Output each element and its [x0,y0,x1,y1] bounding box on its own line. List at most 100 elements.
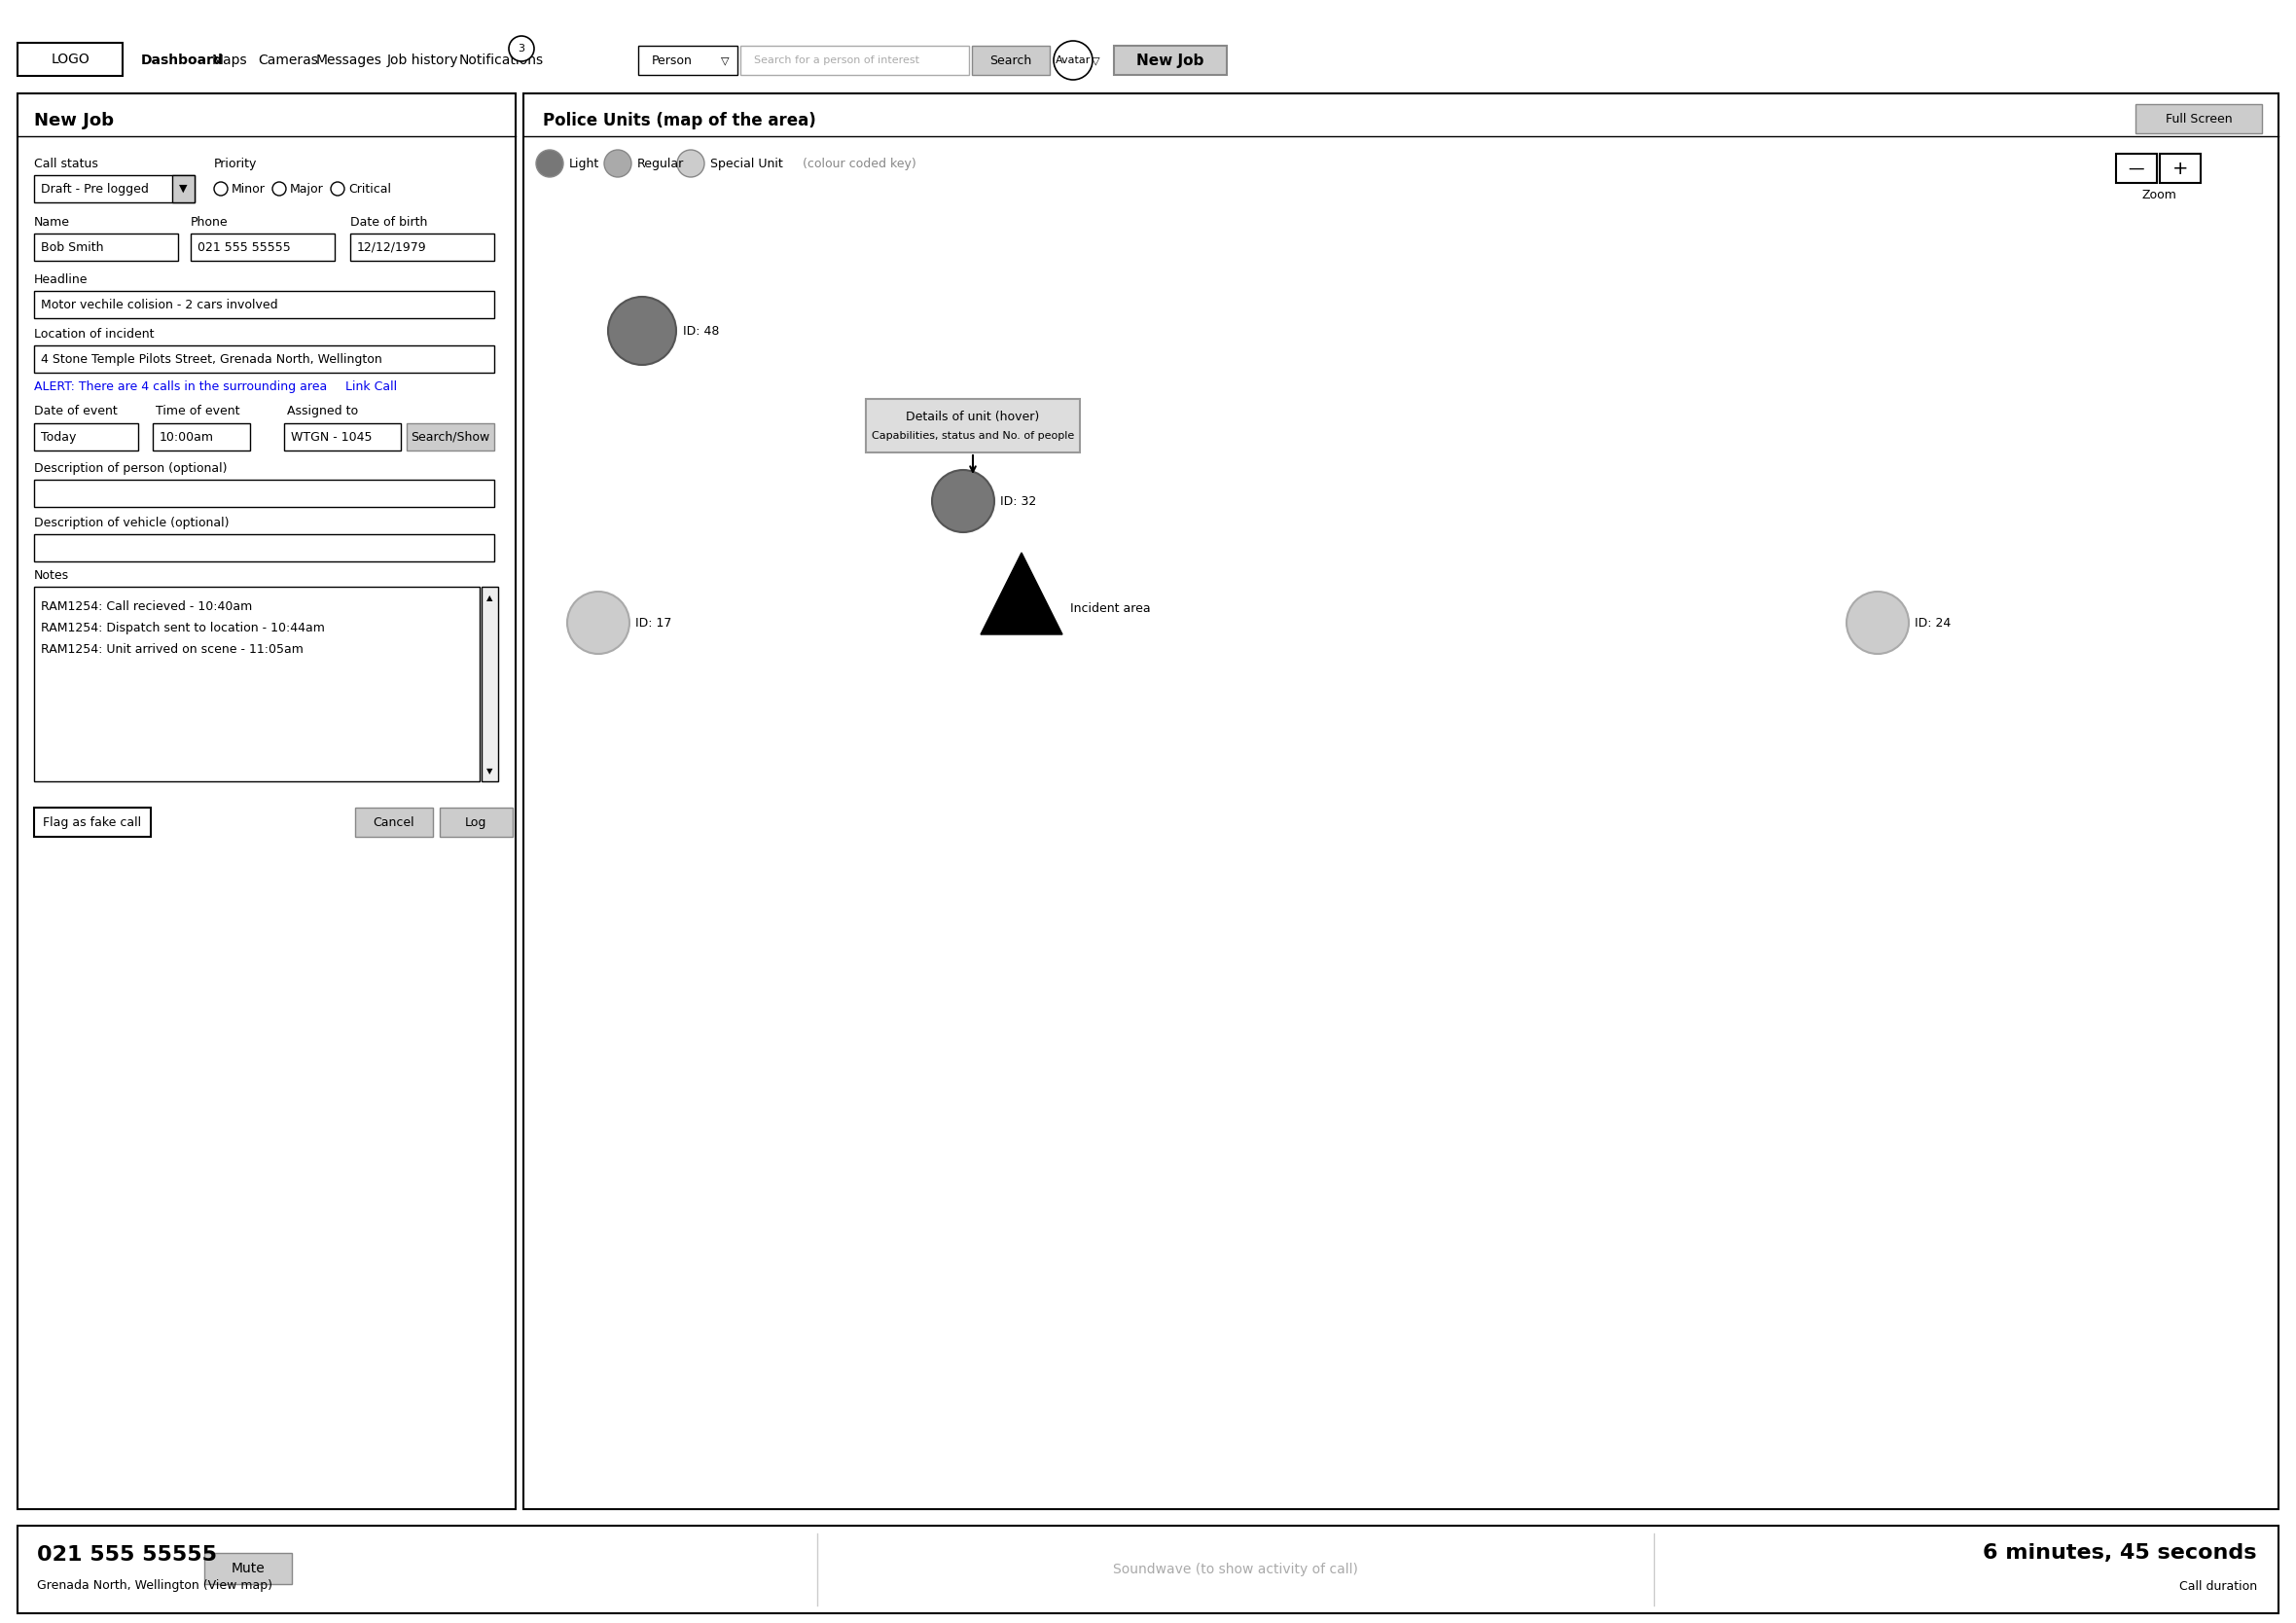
Text: 6 minutes, 45 seconds: 6 minutes, 45 seconds [1984,1543,2257,1563]
Text: Light: Light [569,157,599,170]
Text: Name: Name [34,216,71,229]
Text: Critical: Critical [349,182,390,195]
Text: Regular: Regular [638,157,684,170]
Text: Search/Show: Search/Show [411,430,489,443]
Text: ▼: ▼ [179,183,186,193]
Text: Police Units (map of the area): Police Units (map of the area) [542,112,815,130]
Text: Mute: Mute [232,1561,264,1576]
Text: Headline: Headline [34,273,87,286]
Text: Date of birth: Date of birth [351,216,427,229]
Text: Priority: Priority [214,157,257,170]
Bar [1114,45,1226,75]
Bar [34,808,152,837]
Bar [2135,104,2262,133]
Circle shape [608,297,675,365]
Text: Avatar: Avatar [1056,55,1091,65]
Text: Search for a person of interest: Search for a person of interest [753,55,918,65]
Text: Zoom: Zoom [2142,188,2177,201]
Text: ID: 24: ID: 24 [1915,617,1952,630]
Text: Special Unit: Special Unit [709,157,783,170]
Text: ▽: ▽ [1091,55,1100,65]
Bar [204,1553,292,1584]
Text: ▲: ▲ [487,594,494,602]
Bar [866,399,1079,453]
Text: Location of incident: Location of incident [34,328,154,341]
Text: ALERT: There are 4 calls in the surrounding area: ALERT: There are 4 calls in the surround… [34,380,326,393]
Text: LOGO: LOGO [51,52,90,67]
Text: Description of person (optional): Description of person (optional) [34,461,227,474]
Text: Time of event: Time of event [156,404,239,417]
Bar [154,424,250,451]
Text: 4 Stone Temple Pilots Street, Grenada North, Wellington: 4 Stone Temple Pilots Street, Grenada No… [41,352,381,365]
Text: Messages: Messages [317,54,381,67]
Text: 3: 3 [519,44,526,54]
Text: Description of vehicle (optional): Description of vehicle (optional) [34,516,230,529]
Text: ID: 32: ID: 32 [1001,495,1035,508]
Text: Incident area: Incident area [1070,602,1150,615]
Bar [34,480,494,506]
Text: Notes: Notes [34,568,69,581]
Text: Full Screen: Full Screen [2165,112,2232,125]
Circle shape [677,149,705,177]
Text: RAM1254: Unit arrived on scene - 11:05am: RAM1254: Unit arrived on scene - 11:05am [41,643,303,656]
Bar [638,45,737,75]
Text: ▽: ▽ [721,55,728,65]
Text: RAM1254: Dispatch sent to location - 10:44am: RAM1254: Dispatch sent to location - 10:… [41,622,324,635]
Bar [971,45,1049,75]
Text: Date of event: Date of event [34,404,117,417]
Text: Assigned to: Assigned to [287,404,358,417]
Circle shape [567,592,629,654]
Bar [739,45,969,75]
Bar [441,808,512,837]
Text: Notifications: Notifications [459,54,544,67]
Bar [482,588,498,781]
Text: 12/12/1979: 12/12/1979 [358,240,427,253]
Bar [34,424,138,451]
Bar [34,175,195,203]
Text: Bob Smith: Bob Smith [41,240,103,253]
Text: Grenada North, Wellington (View map): Grenada North, Wellington (View map) [37,1579,273,1592]
Text: New Job: New Job [34,112,115,130]
Text: Minor: Minor [232,182,266,195]
Bar [18,42,122,76]
Circle shape [510,36,535,62]
Text: —: — [2128,159,2144,177]
Circle shape [214,182,227,196]
Circle shape [604,149,631,177]
Text: 021 555 55555: 021 555 55555 [37,1545,216,1565]
Text: Details of unit (hover): Details of unit (hover) [907,411,1040,422]
Bar [191,234,335,261]
Bar [34,291,494,318]
Text: ID: 17: ID: 17 [636,617,673,630]
Bar [523,94,2278,1509]
Text: Capabilities, status and No. of people: Capabilities, status and No. of people [872,432,1075,441]
Bar [18,94,517,1509]
Text: Call duration: Call duration [2179,1579,2257,1592]
Bar [172,175,195,203]
Bar [18,1526,2278,1613]
Text: New Job: New Job [1137,54,1203,68]
Bar [34,234,179,261]
Text: Job history: Job history [388,54,459,67]
Bar [34,534,494,562]
Bar [285,424,402,451]
Text: Phone: Phone [191,216,227,229]
Text: 021 555 55555: 021 555 55555 [197,240,292,253]
Circle shape [1054,41,1093,80]
Text: Search: Search [990,54,1031,67]
Text: Link Call: Link Call [344,380,397,393]
Text: Log: Log [464,816,487,828]
Text: Dashboard: Dashboard [140,54,223,67]
Circle shape [273,182,287,196]
Polygon shape [980,553,1063,635]
Text: WTGN - 1045: WTGN - 1045 [292,430,372,443]
Text: 10:00am: 10:00am [158,430,214,443]
Bar [2117,154,2156,183]
Text: Maps: Maps [211,54,248,67]
Bar [2161,154,2200,183]
Text: Major: Major [289,182,324,195]
Bar [356,808,434,837]
Text: Cancel: Cancel [374,816,416,828]
Text: Person: Person [652,54,693,67]
Text: Call status: Call status [34,157,99,170]
